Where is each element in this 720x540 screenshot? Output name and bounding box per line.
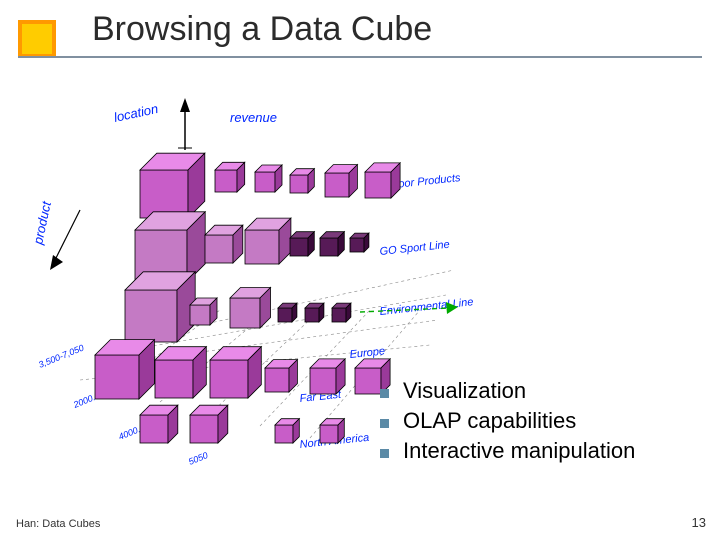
bullet-icon [380,389,389,398]
bullet-text: OLAP capabilities [403,408,576,434]
bullet-text: Interactive manipulation [403,438,635,464]
svg-text:product: product [30,199,54,247]
bullet-text: Visualization [403,378,526,404]
bullet-icon [380,419,389,428]
svg-text:Environmental Line: Environmental Line [379,296,474,318]
svg-text:GO Sport Line: GO Sport Line [379,239,450,258]
page-title: Browsing a Data Cube [92,10,432,49]
footer-left: Han: Data Cubes [16,518,100,530]
title-underline [18,56,702,58]
svg-text:revenue: revenue [230,110,277,125]
bullet-list: Visualization OLAP capabilities Interact… [380,374,710,468]
svg-text:location: location [113,101,160,125]
bullet-icon [380,449,389,458]
footer-right: 13 [692,515,706,530]
list-item: Interactive manipulation [380,438,710,464]
list-item: OLAP capabilities [380,408,710,434]
svg-text:3,500-7,050: 3,500-7,050 [37,343,85,370]
accent-block [18,20,56,58]
svg-text:5050: 5050 [187,450,209,467]
list-item: Visualization [380,378,710,404]
